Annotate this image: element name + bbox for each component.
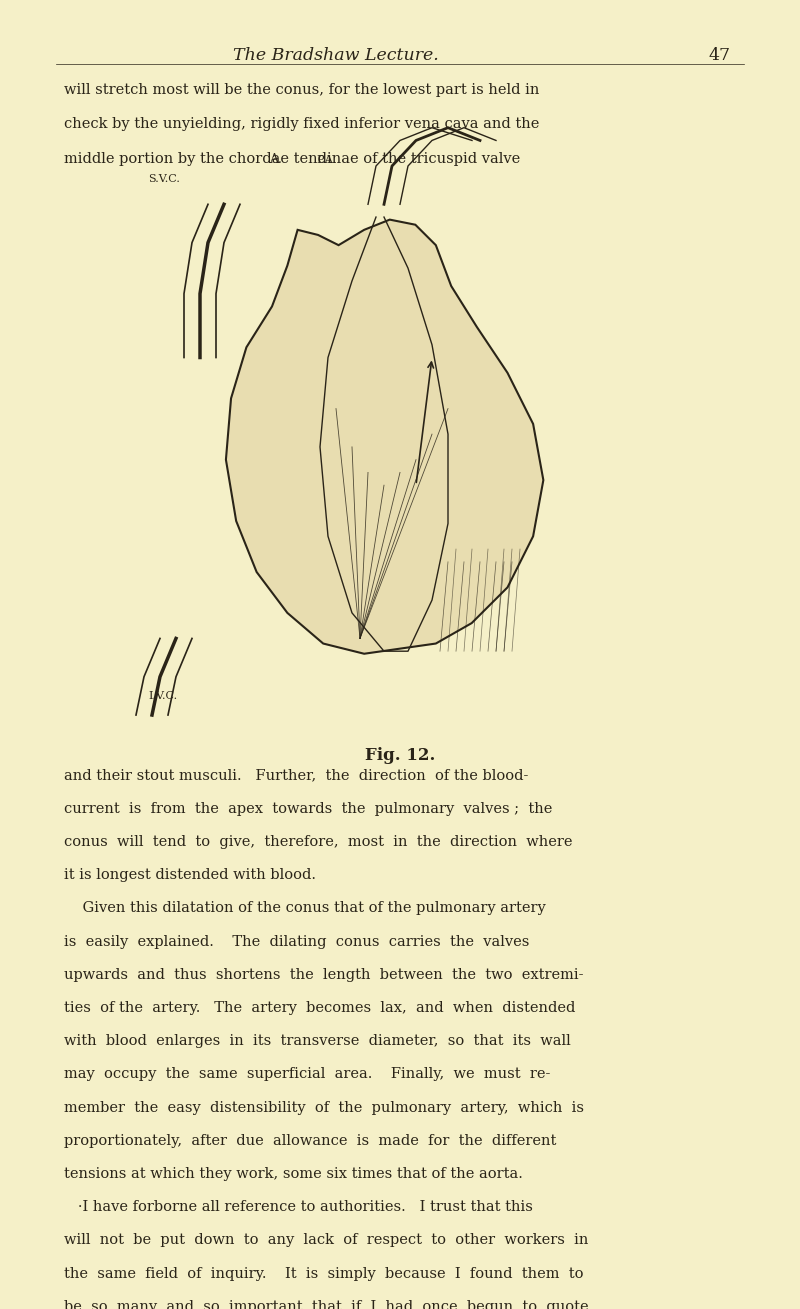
Text: The Bradshaw Lecture.: The Bradshaw Lecture. [233,47,439,64]
Text: check by the unyielding, rigidly fixed inferior vena cava and the: check by the unyielding, rigidly fixed i… [64,118,539,131]
Text: ·I have forborne all reference to authorities.   I trust that this: ·I have forborne all reference to author… [64,1200,533,1215]
Text: it is longest distended with blood.: it is longest distended with blood. [64,868,316,882]
Text: may  occupy  the  same  superficial  area.    Finally,  we  must  re-: may occupy the same superficial area. Fi… [64,1067,550,1081]
Text: be  so  many  and  so  important  that  if  I  had  once  begun  to  quote: be so many and so important that if I ha… [64,1300,589,1309]
Text: P.A.: P.A. [316,154,336,165]
Text: upwards  and  thus  shortens  the  length  between  the  two  extremi-: upwards and thus shortens the length bet… [64,967,583,982]
Text: the  same  field  of  inquiry.    It  is  simply  because  I  found  them  to: the same field of inquiry. It is simply … [64,1267,583,1280]
Text: I.V.C.: I.V.C. [148,691,177,700]
Text: S.V.C.: S.V.C. [148,174,180,183]
Text: ties  of the  artery.   The  artery  becomes  lax,  and  when  distended: ties of the artery. The artery becomes l… [64,1001,575,1014]
Text: Fig. 12.: Fig. 12. [365,747,435,764]
Text: is  easily  explained.    The  dilating  conus  carries  the  valves: is easily explained. The dilating conus … [64,935,530,949]
Text: proportionately,  after  due  allowance  is  made  for  the  different: proportionately, after due allowance is … [64,1134,556,1148]
Text: with  blood  enlarges  in  its  transverse  diameter,  so  that  its  wall: with blood enlarges in its transverse di… [64,1034,570,1049]
Text: will stretch most will be the conus, for the lowest part is held in: will stretch most will be the conus, for… [64,82,539,97]
Text: member  the  easy  distensibility  of  the  pulmonary  artery,  which  is: member the easy distensibility of the pu… [64,1101,584,1115]
Text: 47: 47 [709,47,731,64]
Text: A.: A. [270,153,282,166]
Text: middle portion by the chordae tendinae of the tricuspid valve: middle portion by the chordae tendinae o… [64,152,520,166]
Text: will  not  be  put  down  to  any  lack  of  respect  to  other  workers  in: will not be put down to any lack of resp… [64,1233,588,1247]
Text: and their stout musculi.   Further,  the  direction  of the blood-: and their stout musculi. Further, the di… [64,768,528,783]
Text: tensions at which they work, some six times that of the aorta.: tensions at which they work, some six ti… [64,1168,523,1181]
Text: current  is  from  the  apex  towards  the  pulmonary  valves ;  the: current is from the apex towards the pul… [64,802,552,816]
Polygon shape [226,220,543,653]
Text: Given this dilatation of the conus that of the pulmonary artery: Given this dilatation of the conus that … [64,902,546,915]
Text: conus  will  tend  to  give,  therefore,  most  in  the  direction  where: conus will tend to give, therefore, most… [64,835,573,850]
